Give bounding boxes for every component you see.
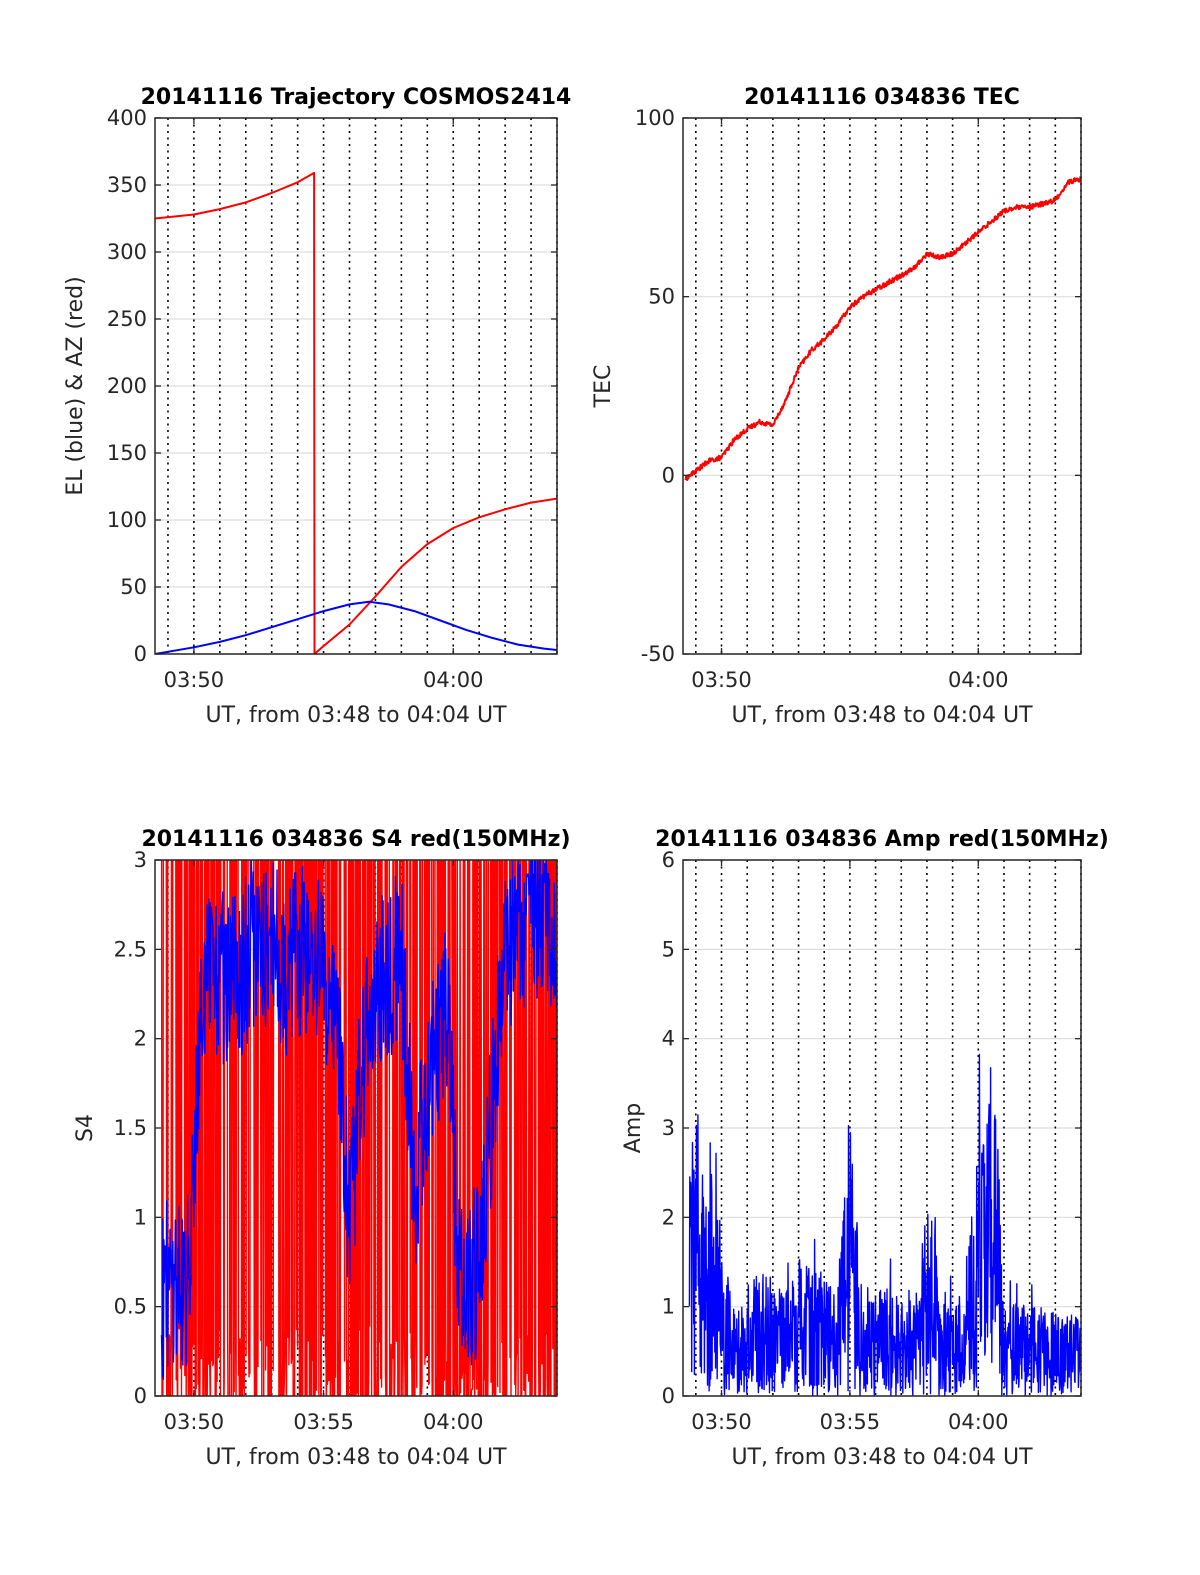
x-tick-label: 04:00 xyxy=(423,668,484,692)
y-tick-label: 1.5 xyxy=(114,1116,147,1140)
x-tick-label: 04:00 xyxy=(423,1410,484,1434)
y-tick-label: 50 xyxy=(120,575,147,599)
y-axis-label: TEC xyxy=(591,365,616,409)
y-tick-label: 1 xyxy=(662,1295,675,1319)
x-tick-label: 03:55 xyxy=(293,1410,354,1434)
x-tick-label: 03:55 xyxy=(820,1410,881,1434)
chart-4: 0 1 2 3 4 5 6 03:50 03:55 04:00 20141116 034836 Am… xyxy=(621,827,1109,1470)
y-tick-label: 6 xyxy=(662,848,675,872)
series-1 xyxy=(684,176,1081,481)
chart-title: 20141116 Trajectory COSMOS2414 xyxy=(141,85,572,110)
y-tick-label: 400 xyxy=(107,106,147,130)
x-axis-label: UT, from 03:48 to 04:04 UT xyxy=(205,1445,507,1470)
y-tick-label: 250 xyxy=(107,307,147,331)
chart-title: 20141116 034836 S4 red(150MHz) xyxy=(141,827,570,852)
series-line xyxy=(160,860,557,1380)
y-tick-label: 0 xyxy=(134,1384,147,1408)
x-tick-label: 03:50 xyxy=(691,668,752,692)
x-axis-label: UT, from 03:48 to 04:04 UT xyxy=(731,703,1033,728)
y-tick-label: 3 xyxy=(134,848,147,872)
series-line xyxy=(155,171,557,654)
x-axis-label: UT, from 03:48 to 04:04 UT xyxy=(731,1445,1033,1470)
y-tick-label: -50 xyxy=(641,642,675,666)
x-axis-label: UT, from 03:48 to 04:04 UT xyxy=(205,703,507,728)
y-tick-label: 2 xyxy=(134,1027,147,1051)
y-axis-label: EL (blue) & AZ (red) xyxy=(63,276,88,495)
y-tick-label: 350 xyxy=(107,173,147,197)
series-line xyxy=(688,1053,1081,1396)
y-axis-label: S4 xyxy=(73,1114,98,1142)
x-tick-label: 03:50 xyxy=(164,668,225,692)
y-tick-label: 0 xyxy=(662,463,675,487)
y-tick-label: 3 xyxy=(662,1116,675,1140)
chart-1: 0 50 100 150 200 250 300 350 400 03:50 04:00 201411… xyxy=(63,85,571,728)
y-tick-label: 150 xyxy=(107,441,147,465)
y-tick-label: 100 xyxy=(107,508,147,532)
series-1 xyxy=(688,1053,1081,1396)
y-tick-label: 2.5 xyxy=(114,937,147,961)
chart-3: 0 0.5 1 1.5 2 2.5 3 03:50 03:55 04:00 20141116 034… xyxy=(73,827,571,1470)
chart-title: 20141116 034836 TEC xyxy=(744,85,1020,110)
axes-box xyxy=(682,117,1082,655)
y-tick-label: 100 xyxy=(635,106,675,130)
x-tick-label: 03:50 xyxy=(691,1410,752,1434)
y-tick-label: 4 xyxy=(662,1027,675,1051)
y-tick-label: 5 xyxy=(662,937,675,961)
x-tick-label: 03:50 xyxy=(164,1410,225,1434)
y-tick-label: 300 xyxy=(107,240,147,264)
y-tick-label: 2 xyxy=(662,1205,675,1229)
y-tick-label: 0 xyxy=(662,1384,675,1408)
series-2 xyxy=(160,860,557,1380)
chart-2: -50 0 50 100 03:50 04:00 20141116 034836 TEC UT… xyxy=(591,85,1082,728)
y-tick-label: 1 xyxy=(134,1205,147,1229)
series-2 xyxy=(155,600,557,654)
series-1 xyxy=(155,171,557,654)
y-tick-label: 50 xyxy=(648,285,675,309)
x-tick-label: 04:00 xyxy=(948,668,1009,692)
chart-title: 20141116 034836 Amp red(150MHz) xyxy=(655,827,1109,852)
series-line xyxy=(684,176,1081,481)
y-axis-label: Amp xyxy=(621,1103,646,1153)
x-tick-label: 04:00 xyxy=(948,1410,1009,1434)
y-tick-label: 0.5 xyxy=(114,1295,147,1319)
series-line xyxy=(155,600,557,654)
y-tick-label: 200 xyxy=(107,374,147,398)
y-tick-label: 0 xyxy=(134,642,147,666)
